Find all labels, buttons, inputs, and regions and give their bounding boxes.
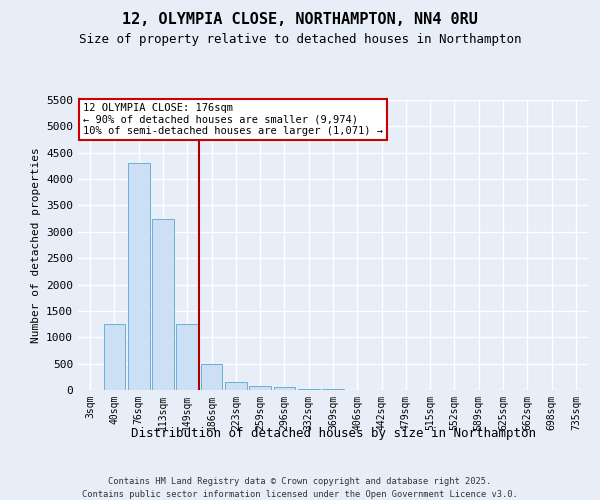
Text: 12 OLYMPIA CLOSE: 176sqm
← 90% of detached houses are smaller (9,974)
10% of sem: 12 OLYMPIA CLOSE: 176sqm ← 90% of detach… <box>83 103 383 136</box>
Y-axis label: Number of detached properties: Number of detached properties <box>31 147 41 343</box>
Bar <box>152 218 174 390</box>
Bar <box>225 382 247 390</box>
Text: Contains HM Land Registry data © Crown copyright and database right 2025.: Contains HM Land Registry data © Crown c… <box>109 478 491 486</box>
Text: Size of property relative to detached houses in Northampton: Size of property relative to detached ho… <box>79 32 521 46</box>
Bar <box>128 164 149 390</box>
Bar <box>176 324 198 390</box>
Bar <box>104 324 125 390</box>
Text: 12, OLYMPIA CLOSE, NORTHAMPTON, NN4 0RU: 12, OLYMPIA CLOSE, NORTHAMPTON, NN4 0RU <box>122 12 478 28</box>
Bar <box>298 388 320 390</box>
Text: Contains public sector information licensed under the Open Government Licence v3: Contains public sector information licen… <box>82 490 518 499</box>
Text: Distribution of detached houses by size in Northampton: Distribution of detached houses by size … <box>131 428 536 440</box>
Bar <box>249 386 271 390</box>
Bar <box>274 388 295 390</box>
Bar <box>200 364 223 390</box>
